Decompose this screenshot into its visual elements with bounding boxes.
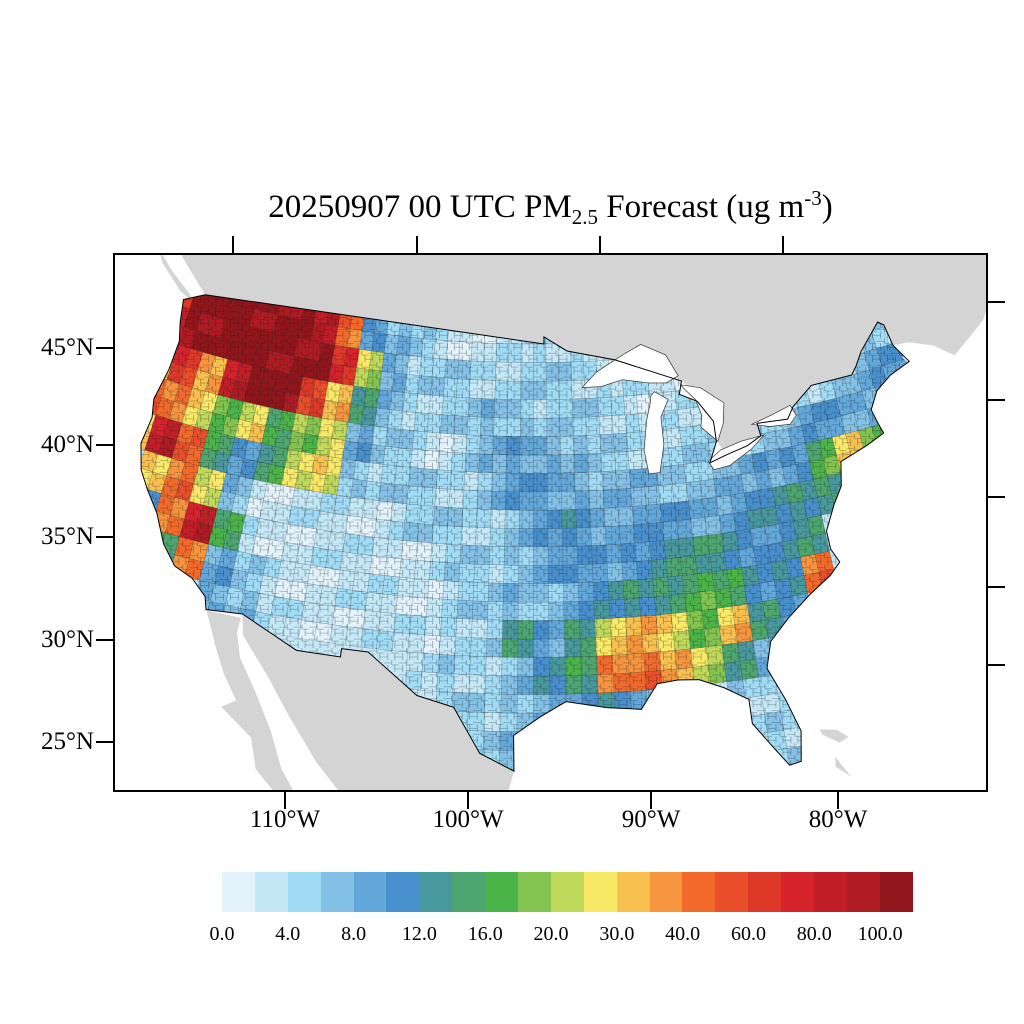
- y-axis-tick-label: 35°N: [40, 523, 94, 550]
- colorbar-segment: [419, 872, 453, 912]
- colorbar-segment: [222, 872, 255, 912]
- colorbar-segment: [518, 872, 551, 912]
- y-axis-tick: [96, 347, 113, 349]
- y-axis-tick-label: 25°N: [40, 728, 94, 755]
- colorbar-segment: [550, 872, 584, 912]
- lake-michigan: [643, 391, 669, 475]
- y-axis-tick-right: [988, 664, 1005, 666]
- mexico-landmass: [242, 614, 514, 790]
- colorbar-segment: [781, 872, 815, 912]
- bahamas-island: [819, 729, 849, 743]
- colorbar: [222, 872, 913, 912]
- bay-of-fundy: [902, 345, 931, 375]
- baja-california: [206, 610, 294, 790]
- lake-huron: [679, 384, 725, 442]
- title-superscript: -3: [804, 186, 822, 210]
- title-prefix: 20250907 00 UTC PM: [268, 189, 572, 225]
- colorbar-tick-label: 20.0: [533, 923, 569, 945]
- colorbar-tick-label: 30.0: [599, 923, 635, 945]
- colorbar-tick-label: 16.0: [467, 923, 503, 945]
- colorbar-tick-label: 0.0: [209, 923, 235, 945]
- us-pm25-map: [115, 255, 986, 790]
- plot-title: 20250907 00 UTC PM2.5 Forecast (ug m-3): [113, 186, 988, 230]
- x-axis-tick-label: 110°W: [249, 806, 321, 833]
- us-outline: [140, 294, 911, 772]
- y-axis-tick-label: 40°N: [40, 431, 94, 458]
- x-axis-tick-top: [782, 236, 784, 253]
- x-axis-tick-label: 80°W: [808, 806, 868, 833]
- colorbar-segment: [616, 872, 650, 912]
- title-subscript: 2.5: [571, 205, 598, 229]
- colorbar-tick-label: 8.0: [341, 923, 367, 945]
- colorbar-segment: [254, 872, 288, 912]
- y-axis-tick: [96, 741, 113, 743]
- y-axis-tick-label: 30°N: [40, 626, 94, 653]
- vancouver-island: [160, 255, 196, 305]
- colorbar-segment: [320, 872, 354, 912]
- colorbar-segment: [715, 872, 749, 912]
- colorbar-tick-label: 80.0: [796, 923, 832, 945]
- y-axis-tick: [96, 639, 113, 641]
- colorbar-segment: [386, 872, 420, 912]
- canada-landmass: [181, 255, 986, 455]
- colorbar-segment: [583, 872, 617, 912]
- colorbar-segment: [879, 872, 913, 912]
- lake-ontario: [750, 404, 797, 427]
- x-axis-tick-label: 100°W: [432, 806, 504, 833]
- x-axis-tick-top: [232, 236, 234, 253]
- y-axis-tick-right: [988, 301, 1005, 303]
- lake-superior: [581, 344, 679, 388]
- colorbar-tick-label: 60.0: [730, 923, 766, 945]
- colorbar-tick-label: 100.0: [857, 923, 903, 945]
- colorbar-segment: [452, 872, 486, 912]
- colorbar-segment: [814, 872, 847, 912]
- y-axis-tick-right: [988, 496, 1005, 498]
- y-axis-tick: [96, 444, 113, 446]
- colorbar-tick-label: 12.0: [401, 923, 437, 945]
- x-axis-tick-top: [416, 236, 418, 253]
- x-axis-tick: [837, 792, 839, 809]
- y-axis-tick-right: [988, 586, 1005, 588]
- x-axis-tick: [467, 792, 469, 809]
- title-middle: Forecast (ug m: [598, 189, 805, 225]
- colorbar-segment: [649, 872, 683, 912]
- colorbar-segment: [846, 872, 880, 912]
- colorbar-segment: [353, 872, 387, 912]
- colorbar-tick-label: 40.0: [665, 923, 701, 945]
- y-axis-tick: [96, 536, 113, 538]
- y-axis-tick-label: 45°N: [40, 334, 94, 361]
- x-axis-tick-top: [599, 236, 601, 253]
- colorbar-segment: [287, 872, 321, 912]
- colorbar-segment: [485, 872, 519, 912]
- colorbar-tick-label: 4.0: [275, 923, 301, 945]
- x-axis-tick: [650, 792, 652, 809]
- x-axis-tick-label: 90°W: [621, 806, 681, 833]
- colorbar-segment: [682, 872, 716, 912]
- title-suffix: ): [821, 189, 833, 225]
- y-axis-tick-right: [988, 399, 1005, 401]
- bahamas-island: [835, 756, 852, 777]
- x-axis-tick: [284, 792, 286, 809]
- map-plot-area: [113, 253, 988, 792]
- colorbar-segment: [748, 872, 782, 912]
